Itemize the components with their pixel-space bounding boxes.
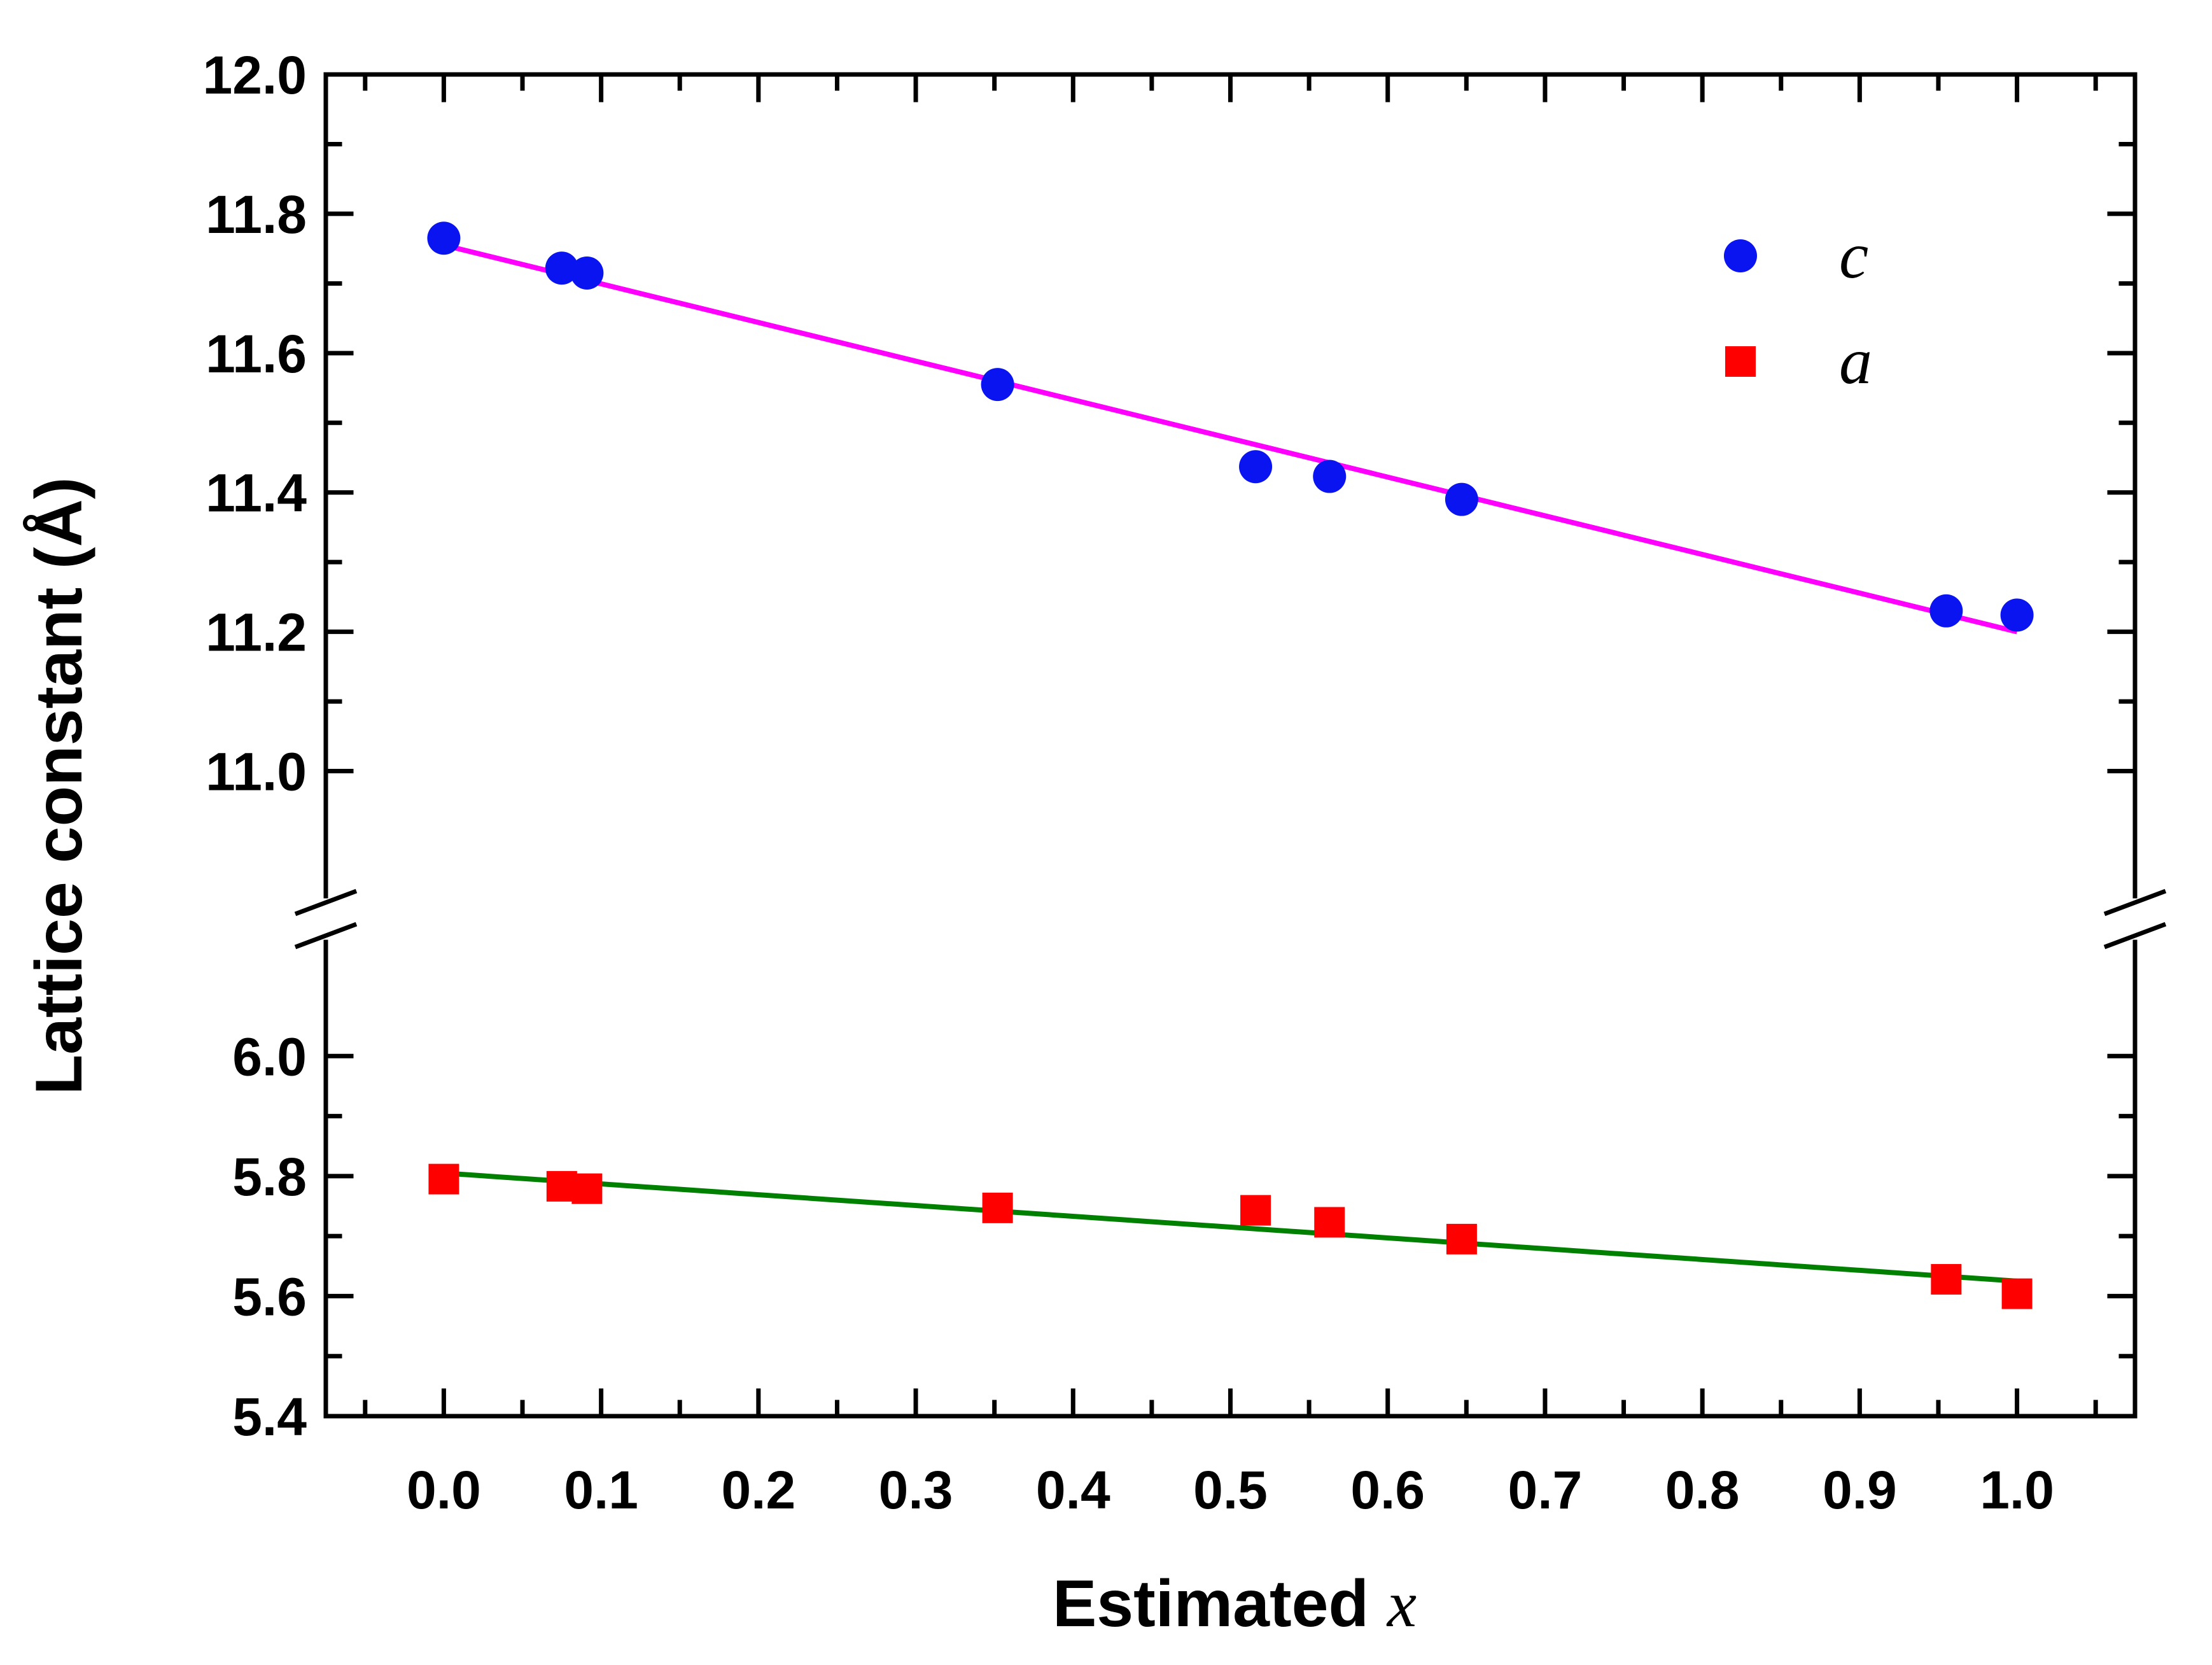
data-point-c <box>981 368 1014 402</box>
x-axis-label-variable: x <box>1386 1568 1417 1641</box>
x-tick-label: 0.7 <box>1508 1460 1583 1520</box>
x-tick-label: 0.5 <box>1193 1460 1268 1520</box>
data-point-a <box>1240 1195 1271 1226</box>
data-point-a <box>428 1163 459 1195</box>
x-axis-label: Estimated x <box>1053 1567 1417 1641</box>
y-tick-label: 5.6 <box>232 1267 307 1326</box>
x-tick-label: 0.8 <box>1665 1460 1740 1520</box>
y-tick-label: 6.0 <box>232 1027 307 1086</box>
y-tick-label: 11.0 <box>206 742 307 802</box>
y-tick-label: 11.6 <box>206 324 307 384</box>
axis-break-mark-right <box>2103 889 2167 917</box>
data-point-a <box>1446 1223 1477 1254</box>
legend-marker-c <box>1724 239 1757 272</box>
data-point-c <box>1239 450 1273 484</box>
data-point-c <box>1313 460 1347 493</box>
x-axis-label-text: Estimated <box>1053 1567 1387 1641</box>
y-tick-label: 11.8 <box>206 185 307 244</box>
legend: ca <box>1724 219 1872 398</box>
y-tick-label: 5.4 <box>232 1387 307 1447</box>
data-point-a <box>1314 1207 1345 1238</box>
legend-marker-a <box>1725 346 1756 377</box>
axis-break-mark-left <box>294 922 358 950</box>
x-tick-label: 0.0 <box>407 1460 481 1520</box>
x-tick-label: 0.9 <box>1823 1460 1897 1520</box>
axis-break-mark-right <box>2103 922 2167 950</box>
data-points <box>427 221 2034 1309</box>
x-tick-label: 0.1 <box>564 1460 638 1520</box>
y-axis-label: Lattice constant (Å) <box>22 477 96 1095</box>
y-tick-label: 12.0 <box>203 45 307 105</box>
y-tick-label: 11.2 <box>206 603 307 663</box>
data-point-c <box>1929 594 1963 628</box>
legend-label-c: c <box>1839 219 1868 292</box>
tick-labels: 0.0 0.1 0.2 0.3 0.4 0.5 0.6 0.7 0.8 0.9 1.0 11.0 11.… <box>203 45 2054 1520</box>
y-tick-label: 5.8 <box>232 1147 307 1207</box>
axis-break-mark-left <box>294 889 358 917</box>
y-tick-label: 11.4 <box>206 463 307 523</box>
x-tick-label: 0.2 <box>721 1460 795 1520</box>
fit-line-c <box>443 242 2018 635</box>
x-tick-label: 0.4 <box>1036 1460 1110 1520</box>
axes-layer <box>294 72 2167 1419</box>
fit-lines <box>443 242 2018 1284</box>
data-point-c <box>1445 482 1478 516</box>
legend-label-a: a <box>1839 325 1872 398</box>
data-point-c <box>570 256 604 290</box>
data-point-a <box>571 1173 603 1204</box>
data-point-c <box>545 251 578 285</box>
data-point-a <box>1931 1264 1962 1295</box>
data-point-a <box>2001 1278 2033 1309</box>
data-point-c <box>427 221 461 255</box>
x-tick-label: 0.6 <box>1350 1460 1425 1520</box>
x-tick-label: 0.3 <box>879 1460 953 1520</box>
data-point-c <box>2000 598 2034 632</box>
data-point-a <box>982 1192 1013 1223</box>
fit-line-a <box>444 1170 2017 1284</box>
x-tick-label: 1.0 <box>1980 1460 2054 1520</box>
